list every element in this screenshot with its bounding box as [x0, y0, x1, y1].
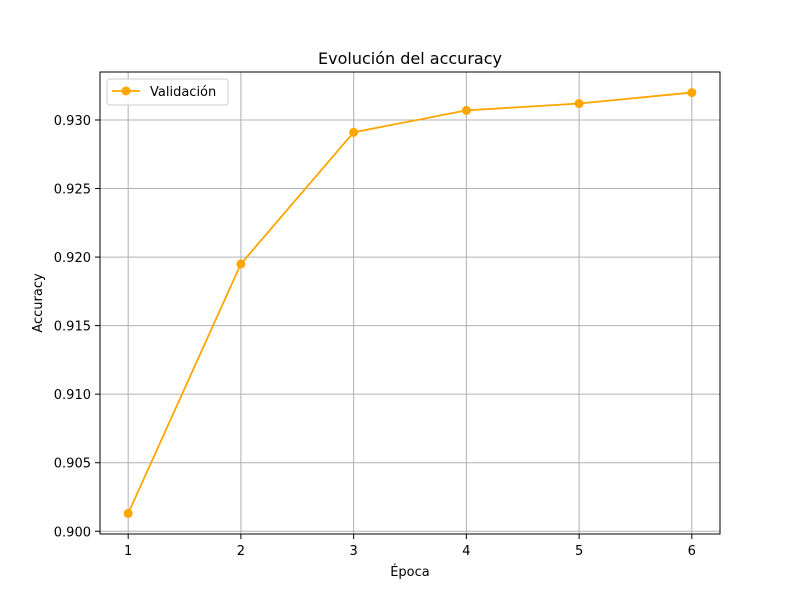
y-axis-title: Accuracy: [31, 273, 46, 333]
y-axis: 0.900 0.905 0.910 0.915 0.920 0.925 0.930: [54, 114, 100, 540]
data-point: [461, 105, 471, 115]
plot-frame: [99, 71, 721, 535]
x-tick-label: 1: [124, 544, 132, 559]
grid: [100, 72, 720, 534]
series-layer: [123, 88, 697, 518]
x-tick-label: 5: [575, 544, 583, 559]
legend-box: [106, 78, 229, 106]
data-point: [236, 259, 246, 269]
y-tick-label: 0.905: [54, 457, 91, 472]
y-tick-label: 0.910: [54, 388, 91, 403]
plot-area: [99, 71, 721, 535]
legend-marker-swatch: [121, 86, 131, 96]
y-tick-label: 0.900: [54, 525, 91, 540]
y-tick-label: 0.920: [54, 251, 91, 266]
data-point: [123, 508, 133, 518]
data-point: [574, 99, 584, 109]
x-tick-label: 6: [688, 544, 696, 559]
series-line: [127, 91, 692, 514]
x-tick-label: 4: [462, 544, 470, 559]
x-axis-title: Época: [390, 564, 430, 580]
data-point: [687, 88, 697, 98]
data-point: [349, 127, 359, 137]
chart-title: Evolución del accuracy: [318, 49, 502, 68]
x-tick-label: 3: [349, 544, 357, 559]
legend-label-validacion: Validación: [150, 85, 216, 100]
x-axis: 1 2 3 4 5 6: [124, 534, 696, 559]
x-tick-label: 2: [237, 544, 245, 559]
y-tick-label: 0.925: [54, 183, 91, 198]
y-tick-label: 0.915: [54, 320, 91, 335]
y-tick-label: 0.930: [54, 114, 91, 129]
legend: Validación: [106, 78, 229, 106]
